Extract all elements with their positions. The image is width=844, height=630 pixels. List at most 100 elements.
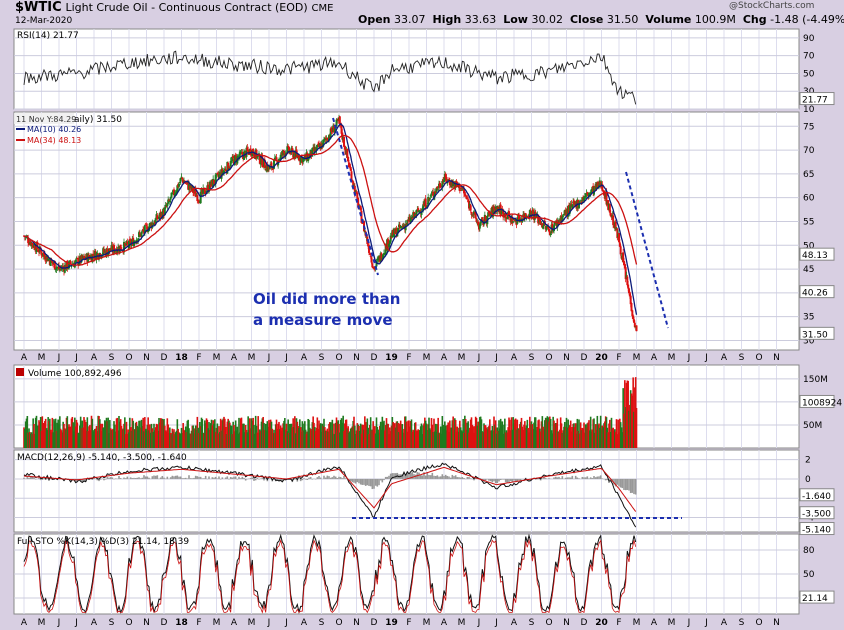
volume-bar [539,431,542,448]
volume-bar [260,421,263,448]
month-label-bottom: O [545,618,552,628]
volume-bar [119,421,121,448]
price-candle [44,260,47,262]
macd-histogram-bar [584,477,587,479]
macd-histogram-bar [423,472,425,479]
price-candle [198,200,200,203]
volume-bar [122,428,124,448]
price-candle [27,238,30,244]
price-candle [58,265,60,270]
month-label-bottom: A [91,618,98,628]
month-label: J [494,353,498,363]
volume-bar [34,433,36,448]
rsi-last-tag: 21.77 [802,96,828,106]
rsi-tick: 70 [803,52,815,62]
macd-histogram-bar [299,478,302,482]
volume-bar [211,425,214,448]
month-label: M [458,353,466,363]
volume-bar [393,423,395,448]
volume-bar [314,430,317,448]
volume-bar [350,427,353,448]
volume-bar [540,421,543,448]
macd-histogram-bar [293,478,295,480]
price-candle [176,185,179,192]
volume-bar [339,419,342,448]
volume-bar [181,432,184,448]
price-candle [173,189,175,196]
volume-bar [488,425,490,448]
price-candle [352,181,355,187]
volume-bar [403,428,405,448]
price-candle [436,186,439,189]
macd-histogram-bar [188,475,190,479]
volume-bar [424,420,427,448]
price-candle [474,211,477,219]
volume-bar [464,415,466,448]
price-candle [40,251,43,256]
volume-bar [627,380,629,448]
volume-bar [580,430,583,448]
price-candle [33,244,36,250]
month-label: D [371,353,378,363]
volume-bar [209,423,212,448]
volume-bar [41,416,44,448]
macd-histogram-bar [458,477,460,479]
macd-histogram-bar [429,475,432,479]
volume-bar [626,380,629,448]
volume-bar [304,421,306,448]
macd-histogram-bar [496,478,499,484]
price-candle [138,232,140,238]
macd-histogram-bar [339,477,342,479]
macd-histogram-bar [181,478,184,479]
volume-bar [164,425,166,448]
macd-histogram-bar [371,478,374,490]
volume-bar [461,431,464,448]
macd-histogram-bar [111,477,114,479]
volume-bar [525,425,528,448]
macd-histogram-bar [43,478,45,479]
volume-bar [592,419,594,448]
volume-bar [170,434,173,448]
volume-bar [440,433,443,448]
price-candle [545,226,548,231]
volume-bar [127,429,129,448]
volume-bar [204,423,207,448]
macd-histogram-bar [123,477,125,479]
macd-histogram-bar [228,478,230,480]
month-label-bottom: S [109,618,115,628]
volume-bar [182,423,184,448]
volume-bar [456,426,459,448]
price-candle [547,226,550,229]
price-candle [175,190,178,194]
volume-bar [286,431,289,448]
price-candle [77,257,80,266]
sto-label: Full STO %K(14,3) %D(3) 21.14, 18.39 [17,537,189,547]
month-label-bottom: 19 [385,618,398,628]
month-label-bottom: J [477,618,481,628]
volume-bar [400,430,403,448]
volume-bar [72,422,74,448]
month-label-bottom: S [529,618,535,628]
volume-bar [395,421,398,448]
volume-bar [134,422,137,448]
price-candle [58,268,61,270]
price-candle [357,197,360,208]
price-candle [68,260,71,262]
volume-bar [283,420,285,448]
volume-bar [39,421,41,448]
macd-histogram-bar [461,477,464,479]
volume-bar [380,429,383,448]
month-label: O [335,353,342,363]
volume-bar [620,427,623,448]
macd-histogram-bar [593,476,595,479]
volume-bar [46,430,49,448]
volume-bar [175,430,178,448]
volume-bar [632,377,634,448]
volume-bar [269,422,271,448]
volume-bar [410,419,413,448]
volume-bar [153,423,155,448]
macd-histogram-bar [491,478,494,483]
volume-bar [197,427,199,448]
volume-bar [329,422,332,448]
macd-histogram-bar [499,478,502,480]
